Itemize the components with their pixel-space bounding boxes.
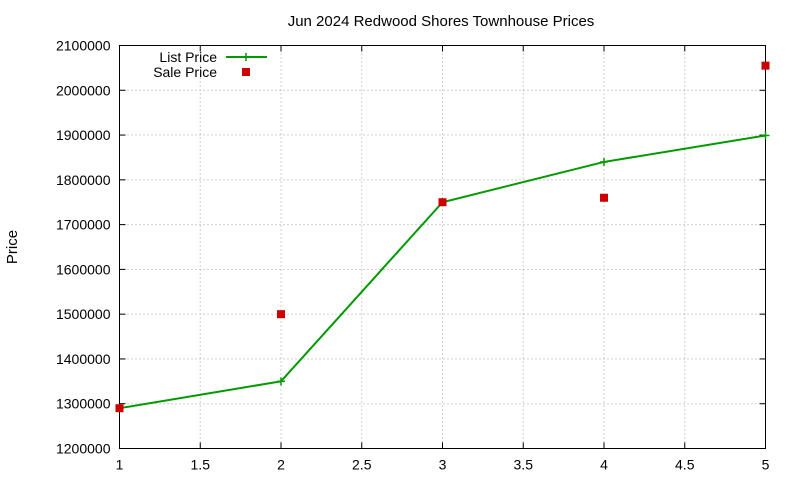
sale-price-point <box>600 193 608 202</box>
y-axis-label: Price <box>4 230 21 264</box>
list-price-point <box>600 157 608 166</box>
x-tick-label: 3.5 <box>514 457 534 473</box>
x-tick-label: 1 <box>116 457 124 473</box>
legend-square-swatch <box>242 68 250 76</box>
y-tick-label: 1900000 <box>56 127 111 143</box>
legend-plus-swatch <box>242 53 250 61</box>
y-tick-label: 1300000 <box>56 396 111 412</box>
y-tick-label: 1500000 <box>56 306 111 322</box>
list-price-point <box>761 131 770 140</box>
list-price-point <box>277 377 285 386</box>
y-tick-label: 1800000 <box>56 172 111 188</box>
y-tick-label: 1400000 <box>56 351 111 367</box>
x-tick-label: 4.5 <box>675 457 695 473</box>
x-tick-label: 1.5 <box>191 457 211 473</box>
chart-title: Jun 2024 Redwood Shores Townhouse Prices <box>288 13 595 30</box>
axis-ticks <box>119 45 766 449</box>
sale-price-point <box>438 198 447 207</box>
legend-item-list-price: List Price <box>159 49 267 65</box>
y-tick-label: 1200000 <box>56 441 111 457</box>
legend-label: Sale Price <box>153 64 217 80</box>
sale-price-point <box>115 404 124 413</box>
legend-item-sale-price: Sale Price <box>153 64 250 80</box>
legend-label: List Price <box>159 49 217 65</box>
sale-price-point <box>277 310 285 319</box>
x-tick-label: 4 <box>600 457 608 473</box>
series-layer <box>115 61 770 413</box>
tick-labels: 1200000 1300000 1400000 1500000 1600000 17000… <box>56 38 770 473</box>
x-tick-label: 2 <box>277 457 285 473</box>
x-tick-label: 2.5 <box>352 457 372 473</box>
sale-price-point <box>761 61 770 70</box>
x-tick-label: 3 <box>439 457 447 473</box>
y-tick-label: 2100000 <box>56 38 111 54</box>
y-tick-label: 1600000 <box>56 261 111 277</box>
y-tick-label: 2000000 <box>56 82 111 98</box>
sale-price-series <box>115 61 770 413</box>
x-tick-label: 5 <box>762 457 770 473</box>
y-tick-label: 1700000 <box>56 217 111 233</box>
